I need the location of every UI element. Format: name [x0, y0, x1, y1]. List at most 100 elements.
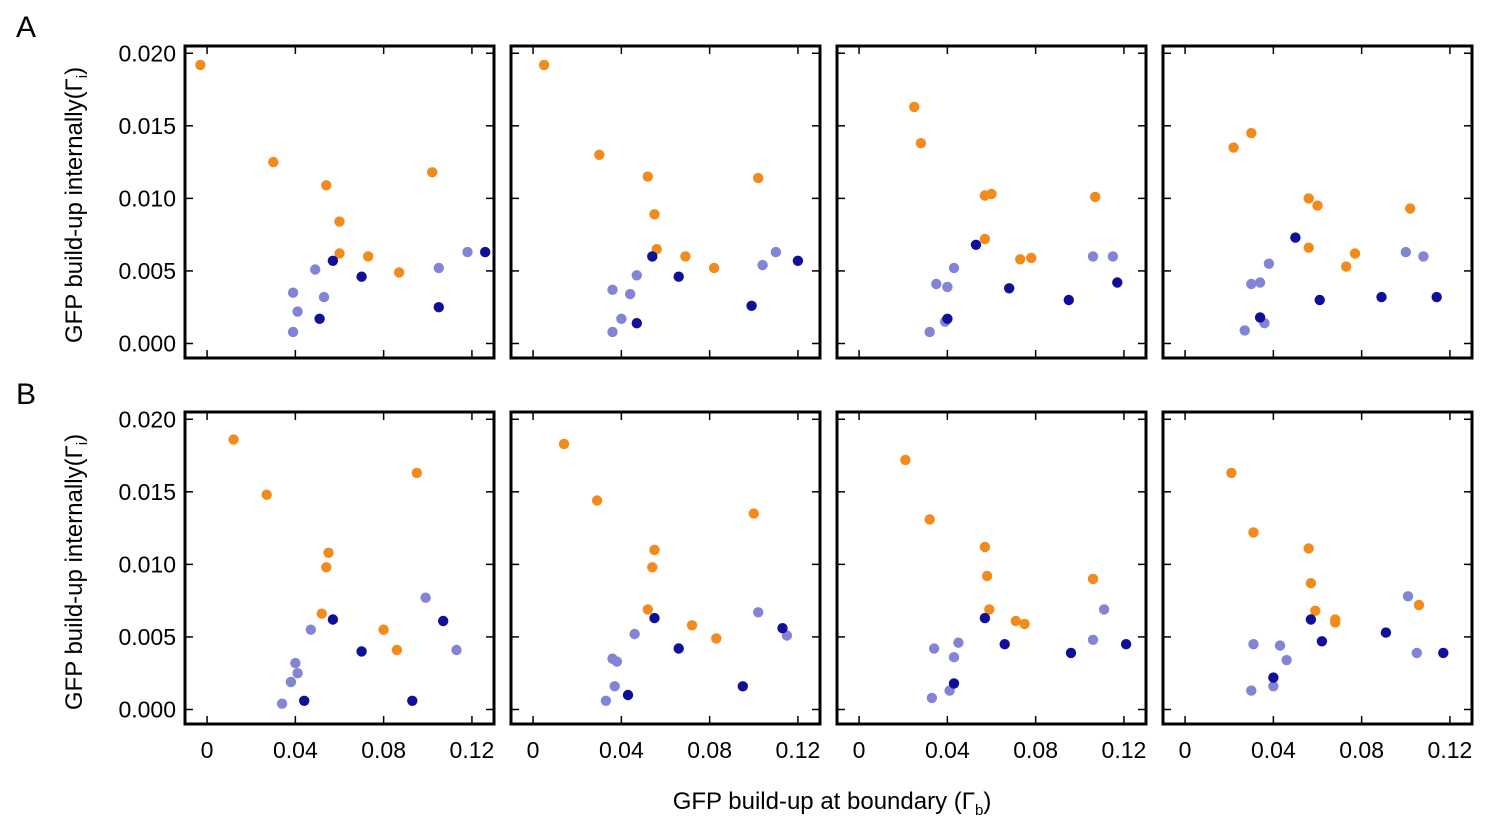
x-tick-label: 0.12	[776, 737, 821, 763]
data-point-orange	[268, 156, 279, 168]
data-point-orange	[1226, 467, 1237, 479]
data-point-dark-blue	[1438, 647, 1449, 659]
data-point-light-blue	[631, 270, 642, 281]
data-point-light-blue	[953, 637, 964, 648]
data-point-orange	[1330, 614, 1341, 625]
x-tick-label: 0	[1179, 737, 1192, 763]
scatter-panel-b3: 0 0.04 0.08 0.12	[835, 410, 1148, 763]
data-point-light-blue	[924, 326, 935, 338]
data-point-dark-blue	[1376, 291, 1387, 303]
data-point-orange	[915, 138, 927, 149]
y-axis-title-sub: i	[74, 442, 91, 445]
x-axis-title-main: GFP build-up at boundary (	[673, 788, 962, 815]
data-point-orange	[1019, 618, 1030, 630]
scatter-panel-b1: 0 0.04 0.08 0.12 0.000 0.005 0.010 0.015 0.020	[118, 406, 496, 763]
data-point-orange	[558, 438, 570, 450]
scatter-panel-a3	[835, 44, 1148, 360]
data-point-light-blue	[1087, 251, 1099, 262]
data-point-light-blue	[1098, 604, 1110, 615]
scatter-panel-b2: 0 0.04 0.08 0.12	[509, 410, 822, 763]
panel-letter-a: A	[16, 11, 36, 44]
data-point-orange	[649, 209, 660, 220]
data-point-dark-blue	[1316, 636, 1328, 647]
x-axis-title-symbol: Γ	[962, 788, 975, 815]
y-tick-label: 0.005	[118, 258, 176, 284]
data-point-orange	[1303, 543, 1314, 554]
data-point-orange	[1305, 578, 1317, 589]
data-point-orange	[334, 216, 345, 227]
data-point-light-blue	[1263, 258, 1275, 269]
data-point-light-blue	[948, 262, 960, 274]
data-point-light-blue	[1418, 251, 1429, 262]
x-tick-label: 0	[527, 737, 540, 763]
data-point-dark-blue	[1063, 294, 1075, 306]
data-point-dark-blue	[1290, 232, 1301, 243]
data-point-dark-blue	[647, 251, 658, 262]
data-point-light-blue	[1281, 654, 1292, 666]
data-point-orange	[649, 544, 660, 556]
data-point-dark-blue	[407, 695, 418, 706]
data-point-dark-blue	[1314, 294, 1325, 306]
y-tick-label: 0.010	[118, 185, 176, 211]
data-point-light-blue	[770, 246, 782, 258]
data-point-dark-blue	[438, 615, 449, 627]
data-point-dark-blue	[299, 695, 310, 706]
data-point-light-blue	[420, 592, 431, 603]
data-point-orange	[909, 101, 920, 113]
data-point-dark-blue	[1254, 312, 1266, 323]
y-axis-title-symbol: Γ	[61, 78, 88, 91]
data-point-orange	[1303, 242, 1314, 253]
x-tick-label: 0	[201, 737, 214, 763]
data-point-dark-blue	[1120, 639, 1132, 650]
y-tick-label: 0.020	[118, 406, 176, 432]
data-point-orange	[1248, 527, 1259, 538]
data-point-light-blue	[292, 668, 303, 679]
plot-frame	[1161, 410, 1474, 726]
data-point-dark-blue	[622, 689, 634, 701]
data-point-light-blue	[276, 698, 288, 709]
x-tick-label: 0.08	[361, 737, 406, 763]
data-point-orange	[647, 562, 658, 573]
data-point-dark-blue	[792, 255, 804, 266]
data-point-orange	[642, 171, 653, 182]
data-point-light-blue	[616, 313, 627, 324]
scatter-panel-b4: 0 0.04 0.08 0.12	[1161, 410, 1474, 763]
data-point-light-blue	[1107, 251, 1119, 262]
data-point-orange	[680, 251, 691, 262]
data-point-light-blue	[285, 676, 297, 688]
data-point-light-blue	[305, 624, 316, 635]
y-axis-title-sub: i	[74, 75, 91, 78]
data-point-dark-blue	[314, 313, 325, 324]
data-point-light-blue	[1254, 277, 1266, 288]
data-point-light-blue	[1402, 591, 1414, 602]
data-point-dark-blue	[948, 678, 960, 689]
data-point-light-blue	[757, 259, 768, 271]
data-point-dark-blue	[631, 318, 642, 329]
data-point-light-blue	[1411, 647, 1423, 659]
scatter-panel-a4	[1161, 44, 1474, 360]
data-point-dark-blue	[1112, 277, 1123, 288]
data-point-dark-blue	[1268, 672, 1279, 683]
x-axis-title-close: )	[983, 788, 991, 815]
data-point-dark-blue	[777, 623, 788, 634]
data-point-dark-blue	[737, 681, 748, 692]
data-point-light-blue	[942, 281, 953, 293]
data-point-light-blue	[1274, 640, 1286, 651]
x-tick-label: 0.08	[687, 737, 732, 763]
data-point-dark-blue	[433, 302, 444, 313]
x-tick-label: 0.04	[599, 737, 644, 763]
data-point-orange	[195, 59, 206, 71]
data-point-light-blue	[948, 652, 960, 663]
y-tick-label: 0.015	[118, 479, 176, 505]
data-point-light-blue	[926, 692, 938, 704]
data-point-orange	[1349, 248, 1361, 259]
data-point-light-blue	[607, 326, 618, 338]
data-point-dark-blue	[1380, 627, 1392, 638]
data-point-orange	[334, 248, 345, 259]
data-point-dark-blue	[327, 255, 339, 266]
x-tick-label: 0.08	[1339, 737, 1384, 763]
data-point-dark-blue	[942, 313, 953, 324]
data-point-dark-blue	[746, 300, 757, 311]
data-point-light-blue	[318, 291, 330, 303]
data-point-dark-blue	[979, 612, 991, 624]
